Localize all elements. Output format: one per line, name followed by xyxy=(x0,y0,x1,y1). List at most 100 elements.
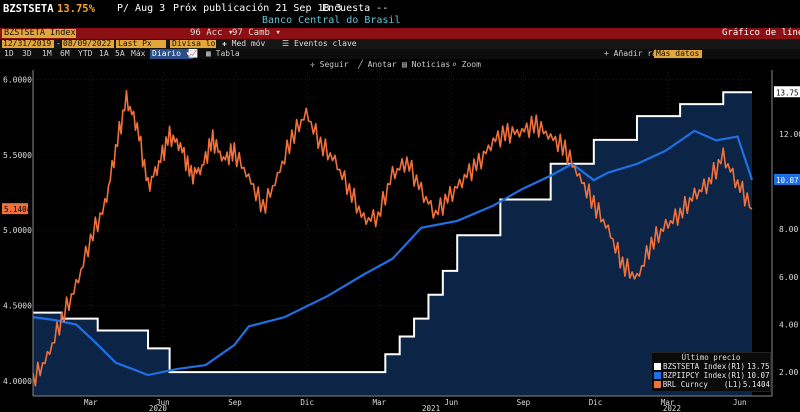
start-date-bg xyxy=(2,40,54,48)
news-button[interactable]: ▤ Noticias xyxy=(402,60,451,69)
legend-axis: (R1) xyxy=(727,371,746,380)
legend-swatch-ipca xyxy=(654,372,661,379)
source-label: Banco Central do Brasil xyxy=(262,15,401,26)
follow-label: Seguir xyxy=(319,60,349,69)
legend-label: BRL Curncy xyxy=(662,380,708,389)
x-tick: Jun xyxy=(156,398,170,407)
range-1d[interactable]: 1D xyxy=(4,49,14,58)
x-tick: Sep xyxy=(228,398,242,407)
series-line-ipca xyxy=(32,129,754,377)
currency-bg xyxy=(170,40,216,48)
toolbar: BZSTSETA Index 96 Acc ▾ 97 Camb ▾ Gráfic… xyxy=(0,28,800,39)
ticker-label: BZSTSETA xyxy=(3,3,54,15)
acc-button[interactable]: 96 Acc ▾ xyxy=(190,28,234,38)
camb-button[interactable]: 97 Camb ▾ xyxy=(232,28,281,38)
annotate-button[interactable]: ╱ Anotar xyxy=(358,60,397,69)
tabla-label: Tabla xyxy=(215,49,240,58)
x-tick: Mar xyxy=(84,398,98,407)
chart-icon[interactable]: 📈 xyxy=(188,49,198,58)
y-tick-left: 6.0000 xyxy=(3,76,32,85)
y-tick-right: 6.00 xyxy=(779,273,798,282)
frequency-label: Diario xyxy=(152,49,181,58)
y-tick-right: 4.00 xyxy=(779,321,798,330)
camb-label: Camb xyxy=(248,28,270,38)
med-mov-button[interactable]: ✚ Med móv xyxy=(222,39,266,48)
camb-number: 97 xyxy=(232,28,243,38)
add-button[interactable]: + Añadir rápi xyxy=(604,49,667,58)
med-mov-label: Med móv xyxy=(231,39,266,48)
legend-title: Último precio xyxy=(681,353,741,362)
currency-field[interactable]: Divisa local xyxy=(172,39,230,48)
start-date-field[interactable]: 12/31/2019 xyxy=(3,39,52,48)
range-ytd[interactable]: YTD xyxy=(78,49,93,58)
date-separator: - xyxy=(56,39,61,48)
last-ipca-badge-bg xyxy=(774,173,800,185)
eventos-label: Eventos clave xyxy=(294,39,357,48)
range-6m[interactable]: 6M xyxy=(60,49,70,58)
chart-tools: ✛ Seguir ╱ Anotar ▤ Noticias ⌕ Zoom xyxy=(0,59,800,71)
news-label: Noticias xyxy=(411,60,451,69)
last-ipca-badge: 10.07 xyxy=(776,176,799,185)
legend-entry[interactable]: BZPIIPCY Index (R1) 10.07 xyxy=(652,371,770,380)
x-tick: Sep xyxy=(517,398,531,407)
date-bar: 12/31/2019 - 08/09/2022 Last Px Divisa l… xyxy=(0,39,800,49)
acc-label: Acc xyxy=(206,28,223,38)
x-year: 2022 xyxy=(663,404,681,412)
x-tick: Jun xyxy=(733,398,747,407)
legend-label: BZSTSETA Index xyxy=(663,362,727,371)
annotate-label: Anotar xyxy=(367,60,397,69)
y-tick-left: 5.0000 xyxy=(3,226,32,235)
y-tick-left: 4.0000 xyxy=(3,377,32,386)
end-date-bg xyxy=(62,40,114,48)
frequency-select[interactable]: Diario ▾ xyxy=(150,49,193,59)
x-tick: Mar xyxy=(661,398,675,407)
chart-axes: 6.00005.50005.00004.50004.000012.0010.00… xyxy=(2,70,800,412)
end-date-field[interactable]: 08/09/2022 xyxy=(63,39,112,48)
last-selic-badge: 13.75 xyxy=(776,88,799,97)
last-px-field[interactable]: Last Px xyxy=(118,39,152,48)
add-label: Añadir rápi xyxy=(613,49,667,58)
last-px-bg xyxy=(116,40,166,48)
x-tick: Dic xyxy=(300,398,314,407)
chart-type-label[interactable]: Gráfico de líneas xyxy=(722,28,800,38)
acc-number: 96 xyxy=(190,28,201,38)
tabla-button[interactable]: ▦ Tabla xyxy=(206,49,240,58)
more-data-field[interactable]: Más datos xyxy=(656,49,700,58)
range-bar: 1D 3D 1M 6M YTD 1A 5A Máx Diario ▾ 📈 ▦ T… xyxy=(0,49,800,59)
x-year: 2021 xyxy=(422,404,440,412)
survey-label: Encuesta -- xyxy=(322,3,389,14)
last-brl-badge-bg xyxy=(2,203,28,215)
chart-legend: Último precio BZSTSETA Index (R1) 13.75 … xyxy=(651,352,771,392)
x-tick: Dic xyxy=(589,398,603,407)
range-1a[interactable]: 1A xyxy=(99,49,109,58)
legend-axis: (L1) xyxy=(723,380,742,389)
last-brl-badge: 5.1404 xyxy=(4,205,32,214)
last-value: 13.75% xyxy=(57,3,95,15)
legend-swatch-selic xyxy=(654,363,661,370)
follow-button[interactable]: ✛ Seguir xyxy=(310,60,349,69)
series-line-brl xyxy=(32,90,753,387)
range-1m[interactable]: 1M xyxy=(42,49,52,58)
legend-entry[interactable]: BRL Curncy (L1) 5.1404 xyxy=(652,380,770,389)
x-tick: Jun xyxy=(445,398,459,407)
legend-value: 5.1404 xyxy=(742,380,770,389)
y-tick-right: 12.00 xyxy=(779,130,800,139)
selic-area xyxy=(33,92,752,396)
y-tick-right: 8.00 xyxy=(779,225,798,234)
legend-entry[interactable]: BZSTSETA Index (R1) 13.75 xyxy=(652,362,770,371)
range-3d[interactable]: 3D xyxy=(22,49,32,58)
legend-axis: (R1) xyxy=(727,362,746,371)
more-data-bg xyxy=(654,50,702,58)
legend-label: BZPIIPCY Index xyxy=(663,371,727,380)
security-field[interactable]: BZSTSETA Index xyxy=(4,28,76,38)
next-publication: Próx publicación 21 Sep 18:3 xyxy=(173,3,342,14)
last-selic-badge-bg xyxy=(774,86,800,98)
period-label: P/ Aug 3 xyxy=(117,3,166,14)
range-5a[interactable]: 5A xyxy=(115,49,125,58)
range-max[interactable]: Máx xyxy=(131,49,146,58)
series-line-selic xyxy=(33,91,752,374)
eventos-button[interactable]: ☰ Eventos clave xyxy=(282,39,357,48)
y-tick-right: 2.00 xyxy=(779,368,798,377)
zoom-button[interactable]: ⌕ Zoom xyxy=(452,60,481,69)
